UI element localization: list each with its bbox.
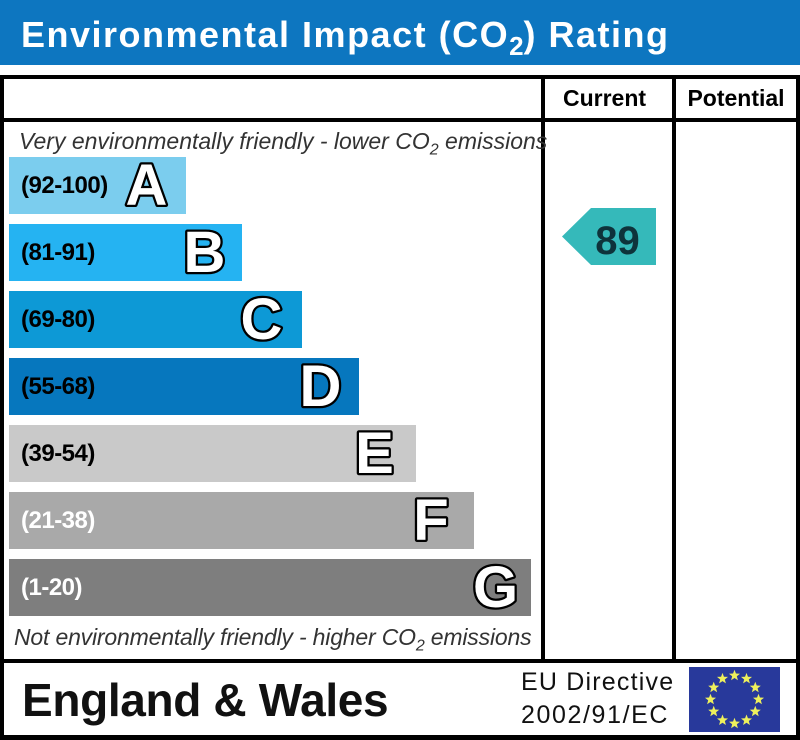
svg-text:E: E [355, 421, 394, 486]
svg-text:C: C [241, 287, 283, 352]
svg-text:F: F [413, 488, 448, 553]
svg-text:89: 89 [595, 219, 640, 263]
svg-text:B: B [184, 220, 226, 285]
svg-text:A: A [126, 153, 168, 218]
svg-text:G: G [473, 555, 518, 620]
svg-text:D: D [300, 354, 342, 419]
